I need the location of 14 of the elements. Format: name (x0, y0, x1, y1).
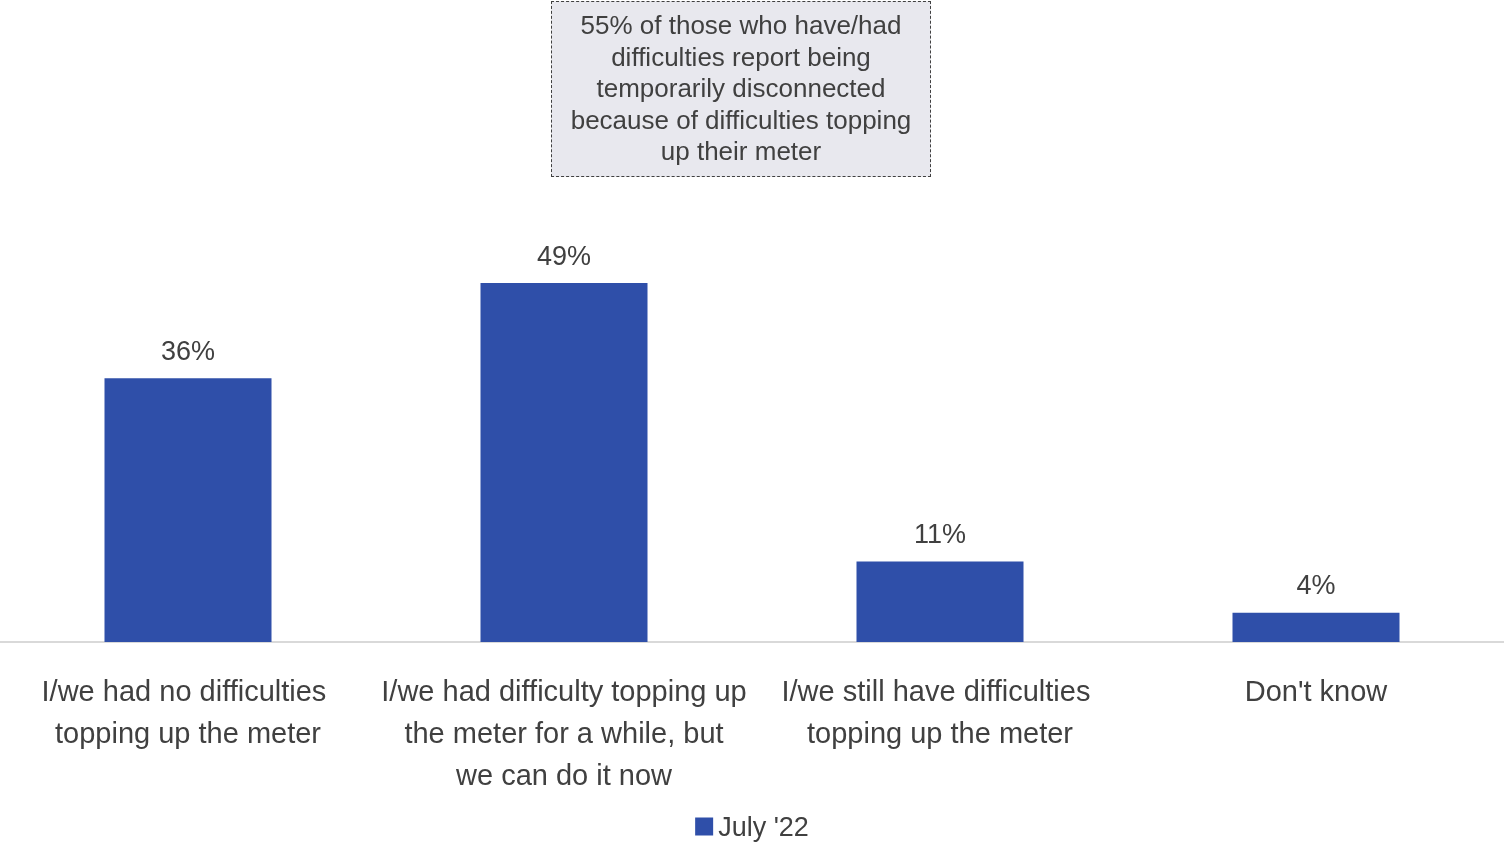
bar (480, 283, 648, 642)
x-tick-label: I/we had no difficulties topping up the meter (41, 675, 335, 749)
x-tick-label: Don't know (1244, 675, 1389, 707)
bar (104, 378, 272, 642)
x-tick-label: I/we had difficulty topping up the meter for a while, but we can do it now (381, 675, 747, 791)
bar (856, 561, 1024, 642)
data-label: 4% (1296, 570, 1336, 601)
x-tick-label: I/we still have difficulties topping up the meter (781, 675, 1099, 749)
text: 55% of those who have/had difficulties report being temporarily disconnected because of difficulties topping up their meter (551, 1, 931, 177)
bar (1232, 612, 1400, 642)
data-label: 36% (160, 335, 216, 366)
data-label: 49% (536, 240, 592, 271)
legend-label: July '22 (718, 811, 809, 842)
data-label: 11% (913, 518, 967, 549)
